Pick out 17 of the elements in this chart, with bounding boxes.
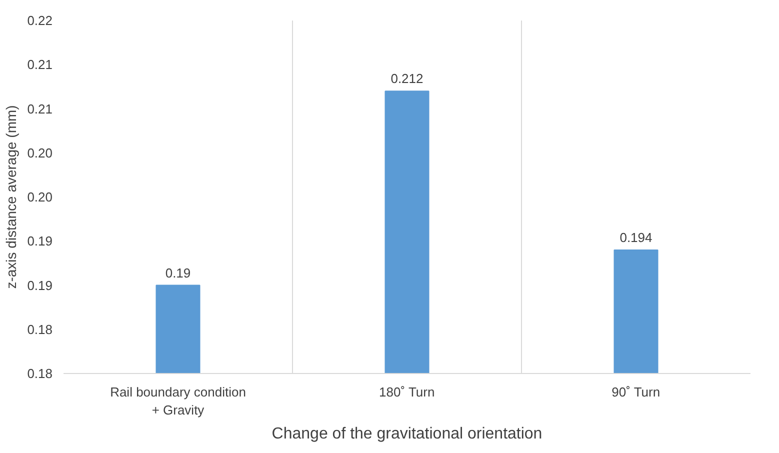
y-tick-label: 0.21 <box>27 101 53 116</box>
y-tick-label: 0.18 <box>27 366 53 381</box>
data-label: 0.194 <box>620 230 652 245</box>
y-tick-label: 0.20 <box>27 190 53 204</box>
x-tick-label: 90˚ Turn <box>612 384 660 400</box>
x-axis-title: Change of the gravitational orientation <box>272 426 542 442</box>
y-tick-label: 0.18 <box>27 322 53 337</box>
data-label: 0.212 <box>390 71 424 86</box>
data-label: 0.19 <box>165 265 191 280</box>
y-tick-label: 0.22 <box>27 13 53 28</box>
x-tick-label: Rail boundary condition + Gravity <box>110 384 246 418</box>
y-tick-label: 0.19 <box>27 234 53 249</box>
x-tick-label: 180˚ Turn <box>379 384 435 400</box>
y-tick-label: 0.21 <box>27 57 53 72</box>
y-tick-label: 0.19 <box>27 278 53 293</box>
y-axis-title: z-axis distance average (mm) <box>3 105 20 289</box>
y-tick-label: 0.20 <box>27 145 53 160</box>
